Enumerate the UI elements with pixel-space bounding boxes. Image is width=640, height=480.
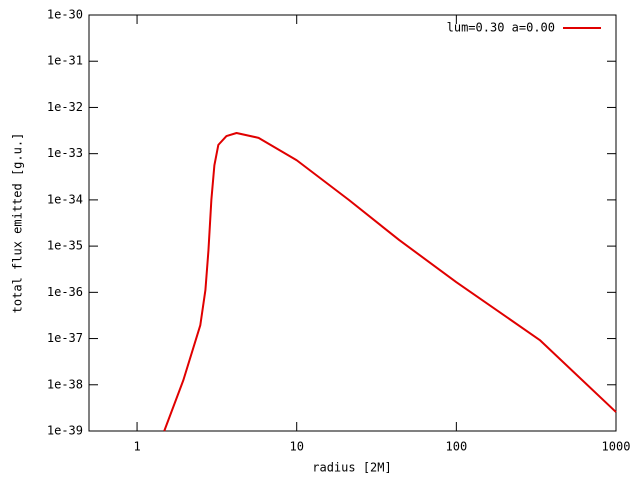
- data-line: [163, 132, 617, 432]
- y-tick-label: 1e-30: [47, 8, 83, 22]
- y-tick-label: 1e-32: [47, 100, 83, 114]
- y-tick-label: 1e-34: [47, 192, 83, 206]
- y-tick-label: 1e-39: [47, 424, 83, 438]
- y-axis-label: total flux emitted [g.u.]: [11, 133, 25, 314]
- y-tick-label: 1e-37: [47, 331, 83, 345]
- y-tick-label: 1e-35: [47, 239, 83, 253]
- y-tick-label: 1e-38: [47, 377, 83, 391]
- x-tick-label: 1: [133, 440, 140, 454]
- x-tick-label: 100: [446, 440, 468, 454]
- y-tick-label: 1e-36: [47, 285, 83, 299]
- x-tick-label: 10: [289, 440, 303, 454]
- y-tick-label: 1e-33: [47, 146, 83, 160]
- x-tick-label: 1000: [602, 440, 631, 454]
- plot-frame: [88, 14, 617, 432]
- y-tick-label: 1e-31: [47, 54, 83, 68]
- legend-label: lum=0.30 a=0.00: [447, 21, 555, 35]
- x-axis-label: radius [2M]: [312, 461, 391, 475]
